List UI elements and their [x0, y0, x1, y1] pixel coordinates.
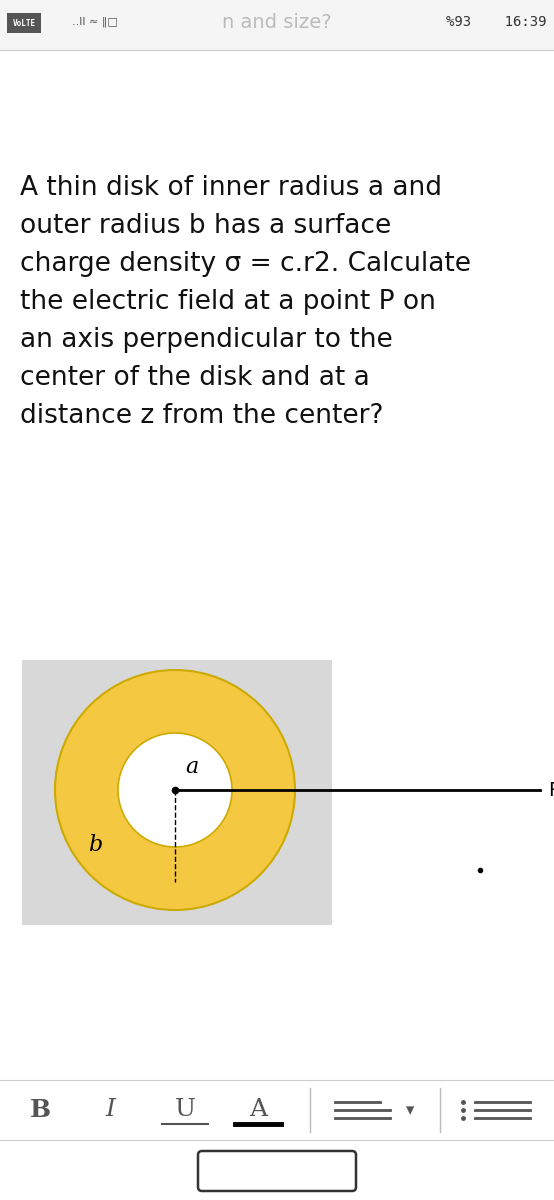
Text: b: b [88, 834, 102, 856]
Text: U: U [175, 1098, 196, 1122]
Circle shape [55, 670, 295, 910]
Bar [0, 0, 554, 50]
FancyBboxPatch shape [198, 1151, 356, 1190]
Text: ▾: ▾ [406, 1102, 414, 1118]
Text: a: a [185, 756, 198, 778]
Text: A thin disk of inner radius a and
outer radius b has a surface
charge density σ : A thin disk of inner radius a and outer … [20, 175, 471, 428]
Circle shape [118, 733, 232, 847]
Text: A: A [249, 1098, 267, 1122]
Text: P: P [548, 780, 554, 799]
Text: n and size?: n and size? [222, 12, 332, 31]
Bar [22, 660, 332, 925]
Text: I: I [105, 1098, 115, 1122]
Text: %93    16:39: %93 16:39 [445, 14, 546, 29]
Text: ..ll ≈ ‖□: ..ll ≈ ‖□ [72, 17, 118, 28]
Text: VoLTE: VoLTE [12, 18, 35, 28]
Text: B: B [29, 1098, 50, 1122]
FancyBboxPatch shape [7, 13, 41, 32]
